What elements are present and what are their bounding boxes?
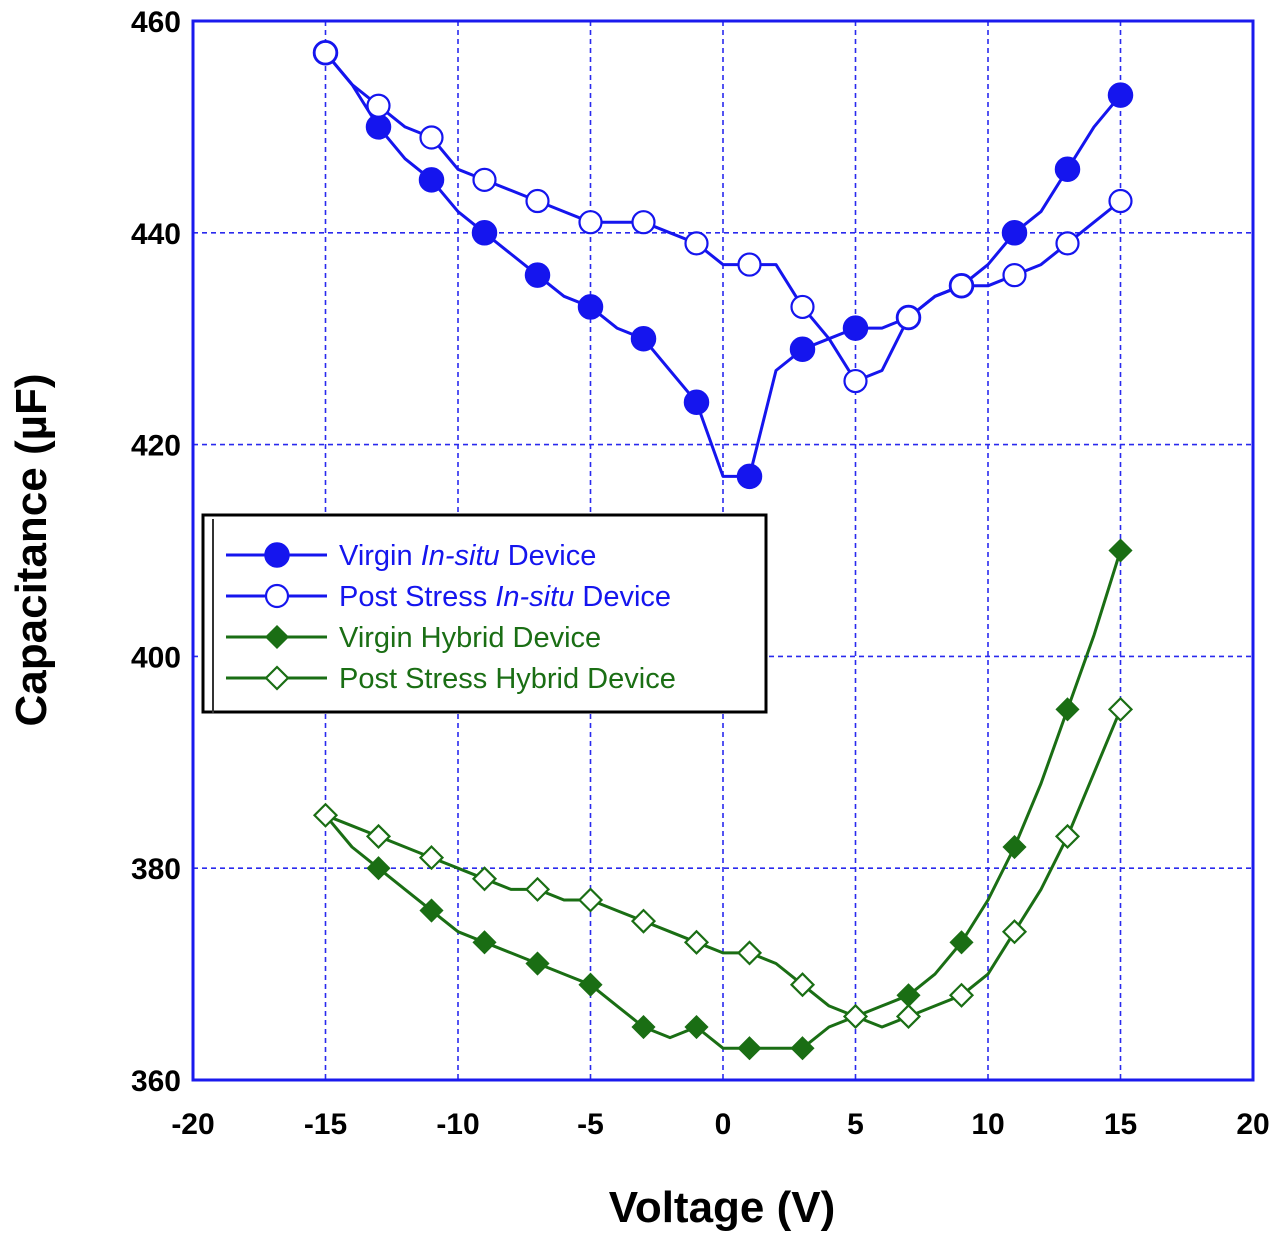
data-point bbox=[366, 93, 391, 118]
data-point bbox=[312, 802, 339, 828]
data-point bbox=[472, 167, 497, 192]
x-tick-label: 10 bbox=[971, 1108, 1004, 1141]
data-point bbox=[842, 1003, 869, 1030]
x-tick-label: -20 bbox=[171, 1108, 214, 1141]
data-point bbox=[630, 325, 657, 352]
data-point bbox=[419, 898, 444, 923]
x-tick-label: 15 bbox=[1104, 1108, 1137, 1141]
x-tick-label: -5 bbox=[577, 1108, 604, 1141]
data-point bbox=[842, 315, 869, 341]
data-point bbox=[683, 929, 710, 955]
y-axis-title: Capacitance (µF) bbox=[7, 374, 56, 727]
plot-area-frame bbox=[191, 19, 1255, 1082]
series-line bbox=[324, 549, 1122, 1050]
data-point bbox=[366, 856, 391, 881]
y-tick-label: 380 bbox=[131, 853, 181, 886]
legend-marker bbox=[264, 542, 290, 568]
series-1 bbox=[312, 40, 1134, 490]
data-point bbox=[737, 1036, 762, 1061]
data-point bbox=[313, 40, 338, 65]
legend-item-1: Virgin In-situ Device bbox=[226, 540, 596, 572]
x-axis-title: Voltage (V) bbox=[609, 1183, 836, 1232]
y-tick-label: 360 bbox=[131, 1065, 181, 1098]
series-line bbox=[324, 51, 1122, 478]
data-point bbox=[1055, 697, 1080, 722]
data-point bbox=[1002, 834, 1027, 860]
y-tick-label: 420 bbox=[131, 430, 181, 463]
legend-marker bbox=[264, 583, 290, 609]
data-point bbox=[789, 336, 816, 363]
x-tick-label: -10 bbox=[436, 1108, 479, 1141]
series-line bbox=[324, 707, 1122, 1029]
data-point bbox=[1054, 823, 1081, 849]
data-point bbox=[471, 866, 498, 892]
data-point bbox=[630, 908, 657, 934]
series-2 bbox=[313, 40, 1133, 394]
data-point bbox=[1107, 696, 1134, 722]
legend-label: Post Stress In-situ Device bbox=[339, 581, 671, 613]
legend: Virgin In-situ Device Post Stress In-situ… bbox=[201, 513, 768, 714]
data-point bbox=[736, 940, 763, 966]
data-point bbox=[1108, 188, 1133, 214]
data-point bbox=[418, 845, 445, 871]
data-point bbox=[683, 389, 710, 415]
legend-marker bbox=[264, 624, 290, 650]
data-point bbox=[578, 210, 603, 235]
data-point bbox=[1001, 919, 1028, 945]
data-point bbox=[524, 876, 551, 902]
data-point bbox=[790, 294, 815, 320]
data-point bbox=[365, 823, 392, 849]
data-point bbox=[736, 463, 763, 490]
data-point bbox=[949, 273, 974, 298]
data-point bbox=[525, 188, 550, 214]
data-point bbox=[365, 114, 392, 140]
data-point bbox=[948, 982, 975, 1008]
y-tick-label: 400 bbox=[131, 641, 181, 674]
data-point bbox=[525, 951, 550, 976]
x-tick-label: 5 bbox=[847, 1108, 864, 1141]
data-point bbox=[472, 930, 497, 955]
x-tick-label: -15 bbox=[304, 1108, 347, 1141]
data-point bbox=[895, 1003, 922, 1030]
data-point bbox=[418, 167, 445, 193]
data-point bbox=[631, 1014, 656, 1040]
series-group bbox=[312, 40, 1134, 1061]
legend-label: Post Stress Hybrid Device bbox=[339, 663, 676, 695]
y-tick-label: 440 bbox=[131, 218, 181, 251]
data-point bbox=[1001, 220, 1028, 246]
y-tick-label: 460 bbox=[131, 6, 181, 39]
data-point bbox=[684, 231, 709, 256]
data-point bbox=[631, 210, 656, 235]
legend-label: Virgin In-situ Device bbox=[339, 540, 596, 572]
legend-item-4: Post Stress Hybrid Device bbox=[226, 663, 676, 695]
data-point bbox=[1002, 263, 1027, 288]
data-point bbox=[1107, 82, 1134, 108]
data-point bbox=[419, 125, 444, 150]
data-point bbox=[737, 252, 762, 277]
legend-item-2: Post Stress In-situ Device bbox=[226, 581, 671, 613]
legend-label: Virgin Hybrid Device bbox=[339, 622, 601, 654]
data-point bbox=[949, 930, 974, 955]
data-point bbox=[843, 368, 868, 394]
x-tick-label: 0 bbox=[715, 1108, 732, 1141]
data-point bbox=[578, 972, 603, 997]
x-tick-label: 20 bbox=[1236, 1108, 1269, 1141]
data-point bbox=[790, 1036, 815, 1061]
data-point bbox=[577, 294, 604, 320]
legend-marker bbox=[264, 665, 290, 691]
series-4 bbox=[312, 696, 1134, 1030]
data-point bbox=[1108, 538, 1133, 563]
data-point bbox=[896, 305, 921, 330]
data-point bbox=[684, 1014, 709, 1040]
legend-item-3: Virgin Hybrid Device bbox=[226, 622, 601, 654]
data-point bbox=[471, 220, 498, 246]
axis-ticks: -20 -15 -10 -5 0 5 10 15 20 360 380 400 420 440 460 bbox=[131, 6, 1270, 1141]
series-line bbox=[324, 51, 1122, 383]
data-point bbox=[524, 262, 551, 288]
data-point bbox=[577, 887, 604, 913]
data-point bbox=[789, 972, 816, 998]
data-point bbox=[1055, 231, 1080, 256]
data-point bbox=[1054, 156, 1081, 183]
